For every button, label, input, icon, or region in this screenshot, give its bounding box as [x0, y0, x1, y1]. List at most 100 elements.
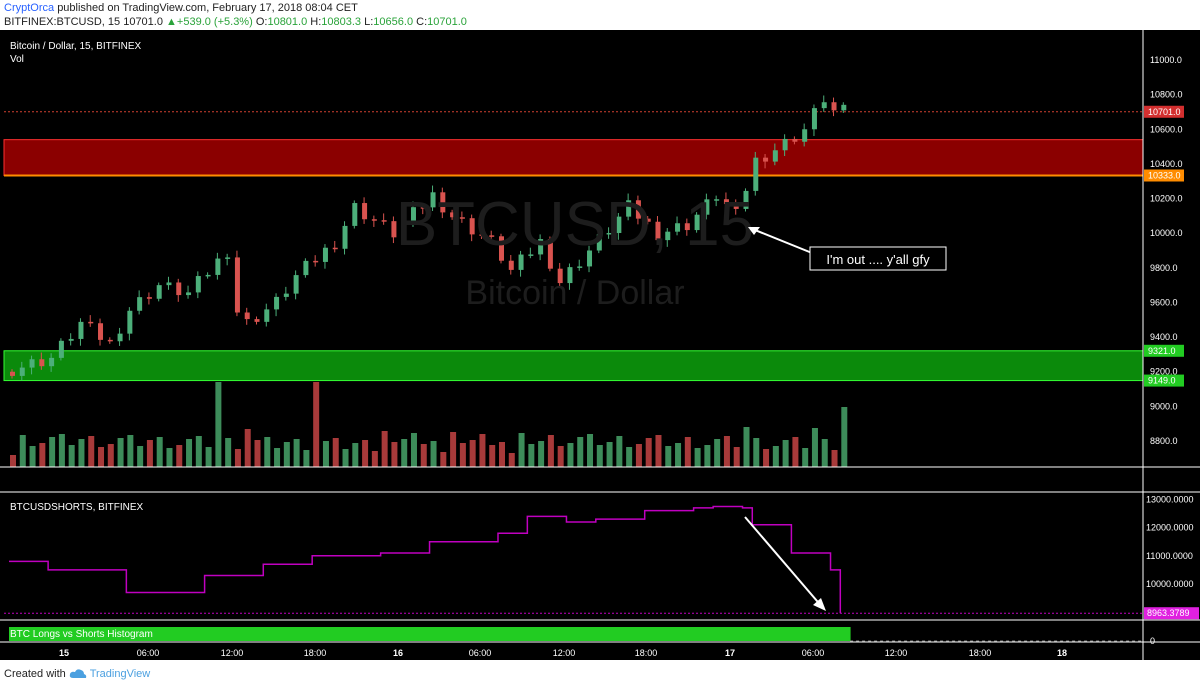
candle-body: [68, 338, 74, 341]
volume-bar: [635, 444, 642, 467]
time-tick-label: 12:00: [553, 648, 576, 658]
histogram-bar: [742, 627, 753, 641]
volume-bar: [293, 439, 300, 467]
candle-body: [156, 285, 162, 299]
support-bottom-price-tag-bg: [1144, 374, 1184, 387]
volume-bar: [831, 450, 838, 467]
volume-bar: [479, 434, 486, 467]
candle-body: [29, 359, 35, 368]
volume-bar: [127, 435, 134, 467]
candle-body: [802, 129, 808, 142]
histogram-bar: [449, 627, 460, 641]
time-tick-label: 06:00: [469, 648, 492, 658]
histogram-bar: [165, 627, 176, 641]
histogram-bar: [361, 627, 372, 641]
volume-bar: [518, 433, 525, 467]
time-tick-label: 12:00: [885, 648, 908, 658]
price-tick-label: 10400.0: [1150, 159, 1183, 169]
candle-body: [225, 257, 231, 259]
candle-body: [831, 102, 837, 111]
high-label: H:: [310, 16, 322, 28]
histogram-bar: [498, 627, 509, 641]
ohlc-line: BITFINEX:BTCUSD, 15 10701.0 ▲+539.0 (+5.…: [4, 16, 467, 28]
up-arrow-icon: ▲: [166, 16, 177, 28]
footer: Created with TradingView: [0, 660, 1200, 687]
price-tick-label: 9800.0: [1150, 263, 1178, 273]
annotation-box[interactable]: [809, 246, 947, 271]
candle-body: [772, 150, 778, 162]
candle-body: [391, 221, 397, 238]
volume-bar: [342, 449, 349, 467]
histogram-bar: [507, 627, 519, 641]
histogram-bar: [204, 627, 215, 641]
volume-bar: [538, 441, 545, 467]
candle-body: [313, 260, 319, 263]
histogram-bar: [263, 627, 274, 641]
volume-bar: [802, 448, 809, 467]
time-tick-label: 18:00: [304, 648, 327, 658]
volume-bar: [29, 446, 36, 467]
volume-bar: [107, 444, 114, 467]
volume-bar: [616, 436, 623, 467]
volume-bar: [156, 437, 163, 467]
histogram-bar: [48, 627, 59, 641]
volume-bar: [577, 437, 584, 467]
support-top-price-tag: 9321.0: [1148, 346, 1176, 356]
histogram-bar: [106, 627, 118, 641]
shorts-tick-label: 12000.0000: [1146, 523, 1194, 533]
histogram-tick-label: 0: [1150, 636, 1155, 646]
volume-bar: [684, 437, 691, 467]
volume-bar: [137, 446, 144, 467]
chart-background: [0, 30, 1200, 660]
volume-bar: [645, 438, 652, 467]
symbol-label: BITFINEX:BTCUSD, 15: [4, 16, 121, 28]
chart-canvas[interactable]: 11000.0 10800.0 10600.0 10400.0 10200.0 10000…: [0, 30, 1200, 660]
shorts-last-tag-bg: [1144, 607, 1199, 620]
volume-bar: [78, 439, 85, 467]
volume-bar: [714, 439, 721, 467]
candle-body: [352, 203, 358, 226]
candle-body: [371, 219, 377, 221]
histogram-bar: [644, 627, 655, 641]
volume-bar: [430, 441, 437, 467]
candle-body: [430, 192, 436, 208]
price-tick-label: 10200.0: [1150, 194, 1183, 204]
support-top-price-tag-bg: [1144, 344, 1184, 357]
histogram-bar: [820, 627, 832, 641]
candle-body: [146, 297, 152, 299]
candle-body: [381, 220, 387, 222]
volume-bar: [186, 439, 193, 467]
histogram-bar: [341, 627, 352, 641]
histogram-bar: [243, 627, 254, 641]
candle-body: [587, 250, 593, 267]
volume-bar: [459, 443, 466, 467]
histogram-bar: [145, 627, 157, 641]
volume-bar: [567, 443, 574, 467]
histogram-bar: [546, 627, 558, 641]
candle-body: [792, 138, 798, 142]
histogram-bar: [722, 627, 734, 641]
candle-body: [704, 199, 710, 215]
histogram-bar: [351, 627, 362, 641]
resistance-price-tag: 10333.0: [1148, 171, 1181, 181]
author-link[interactable]: CryptOrca: [4, 2, 55, 14]
volume-bar: [176, 445, 183, 467]
candle-body: [78, 321, 84, 339]
candle-body: [19, 367, 25, 376]
volume-bar: [352, 443, 359, 467]
histogram-bar: [527, 627, 538, 641]
resistance-price-tag-bg: [1144, 169, 1184, 182]
candle-body: [479, 234, 485, 236]
histogram-bar: [537, 627, 548, 641]
candle-body: [635, 200, 641, 219]
histogram-bar: [439, 627, 450, 641]
histogram-bar: [321, 627, 333, 641]
tradingview-brand[interactable]: TradingView: [89, 668, 151, 680]
volume-bar: [303, 450, 310, 467]
candle-body: [420, 207, 426, 209]
candle-body: [274, 296, 280, 310]
histogram-bar: [674, 627, 685, 641]
candle-body: [49, 357, 55, 367]
volume-bar: [264, 437, 271, 467]
volume-bar: [322, 441, 329, 467]
